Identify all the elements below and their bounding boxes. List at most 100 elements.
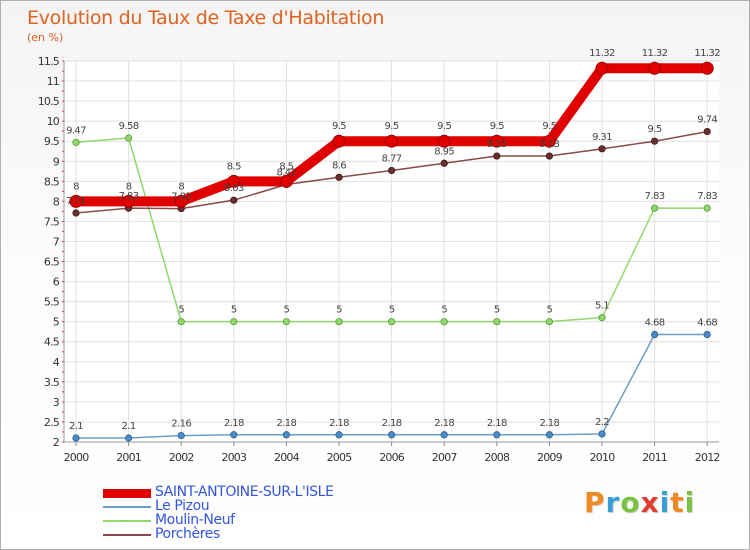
y-tick-label: 3.5 <box>44 376 60 389</box>
data-label: 5 <box>231 305 237 316</box>
data-point <box>703 204 711 212</box>
data-point <box>174 194 188 208</box>
data-point <box>385 134 399 148</box>
data-point <box>545 431 554 439</box>
data-label: 8.77 <box>382 153 402 164</box>
y-tick-label: 11.5 <box>38 55 60 68</box>
legend-swatch <box>103 489 151 498</box>
data-label: 9.5 <box>490 121 504 132</box>
data-label: 8.42 <box>276 168 296 179</box>
data-label: 8 <box>178 181 184 192</box>
x-tick-label: 2008 <box>484 451 510 464</box>
data-label: 5 <box>178 305 184 316</box>
data-label: 11.32 <box>642 48 668 59</box>
data-point <box>282 318 290 326</box>
data-label: 2.1 <box>69 421 83 432</box>
data-point <box>703 330 711 339</box>
data-point <box>387 318 396 326</box>
data-label: 2.18 <box>382 418 402 429</box>
data-label: 8 <box>73 181 79 192</box>
data-label: 8.5 <box>279 161 293 172</box>
data-point <box>493 431 501 439</box>
data-label: 9.58 <box>119 121 139 132</box>
data-label: 7.71 <box>66 196 86 207</box>
data-point <box>440 159 448 167</box>
data-point <box>335 431 343 439</box>
data-label: 7.83 <box>697 191 717 202</box>
data-point <box>440 431 448 439</box>
y-tick-label: 8 <box>53 195 60 208</box>
data-point <box>227 174 241 188</box>
data-label: 9.13 <box>539 139 559 150</box>
data-label: 4.68 <box>645 318 665 329</box>
data-point <box>437 134 451 148</box>
legend-swatch <box>103 534 151 536</box>
y-tick-label: 8.5 <box>44 175 60 188</box>
y-tick-label: 4.5 <box>44 336 60 349</box>
data-point <box>493 152 501 160</box>
x-tick-label: 2011 <box>642 451 667 464</box>
data-label: 8 <box>126 181 132 192</box>
y-tick-label: 5.5 <box>44 296 60 309</box>
data-label: 2.18 <box>487 418 507 429</box>
data-label: 2.2 <box>595 417 609 428</box>
data-label: 7.83 <box>645 191 665 202</box>
data-label: 11.32 <box>589 48 615 59</box>
data-label: 9.5 <box>437 121 451 132</box>
x-tick-label: 2010 <box>590 451 616 464</box>
logo-letter: o <box>620 486 641 519</box>
x-tick-label: 2004 <box>274 451 300 464</box>
data-label: 9.5 <box>542 121 556 132</box>
chart-title: Evolution du Taux de Taxe d'Habitation <box>27 7 385 29</box>
data-label: 8.95 <box>434 146 454 157</box>
data-point <box>125 134 133 142</box>
data-label: 5 <box>389 305 395 316</box>
legend-label: SAINT-ANTOINE-SUR-L'ISLE <box>155 484 334 500</box>
data-label: 11.32 <box>694 48 720 59</box>
data-label: 7.82 <box>171 192 191 203</box>
logo-letter: r <box>605 486 621 519</box>
data-point <box>545 318 554 326</box>
y-tick-label: 4 <box>53 356 60 369</box>
y-tick-label: 10 <box>47 115 60 128</box>
data-point <box>177 431 185 440</box>
data-label: 4.68 <box>697 318 717 329</box>
x-tick-label: 2006 <box>379 451 405 464</box>
x-tick-label: 2007 <box>432 451 458 464</box>
data-label: 5 <box>336 305 342 316</box>
data-point <box>545 152 554 160</box>
data-point <box>279 174 293 188</box>
data-label: 2.18 <box>329 418 349 429</box>
y-tick-label: 3 <box>53 396 60 409</box>
data-point <box>335 318 343 326</box>
data-point <box>595 61 609 75</box>
x-tick-label: 2003 <box>221 451 247 464</box>
data-label: 5 <box>494 305 500 316</box>
data-label: 7.83 <box>119 191 139 202</box>
legend-label: Porchères <box>155 526 220 542</box>
x-tick-label: 2002 <box>169 451 194 464</box>
data-label: 9.74 <box>697 115 717 126</box>
data-label: 9.5 <box>385 121 399 132</box>
data-label: 2.18 <box>224 418 244 429</box>
legend-swatch <box>103 506 151 508</box>
x-tick-label: 2000 <box>64 451 90 464</box>
data-point <box>387 431 396 439</box>
legend-label: Moulin-Neuf <box>155 512 235 528</box>
data-point <box>387 166 396 175</box>
y-tick-label: 7 <box>53 235 60 248</box>
data-label: 2.18 <box>276 418 296 429</box>
logo-letter: t <box>670 486 685 519</box>
data-label: 2.18 <box>434 418 454 429</box>
data-point <box>598 314 606 322</box>
data-point <box>72 209 80 217</box>
data-label: 8.6 <box>332 160 346 171</box>
data-point <box>598 430 606 438</box>
logo-letter: i <box>659 486 671 519</box>
data-point <box>542 134 556 148</box>
data-label: 8.5 <box>227 161 241 172</box>
data-label: 5 <box>547 305 553 316</box>
logo-letter: x <box>640 486 660 519</box>
data-point <box>282 431 290 439</box>
data-label: 2.18 <box>539 418 559 429</box>
